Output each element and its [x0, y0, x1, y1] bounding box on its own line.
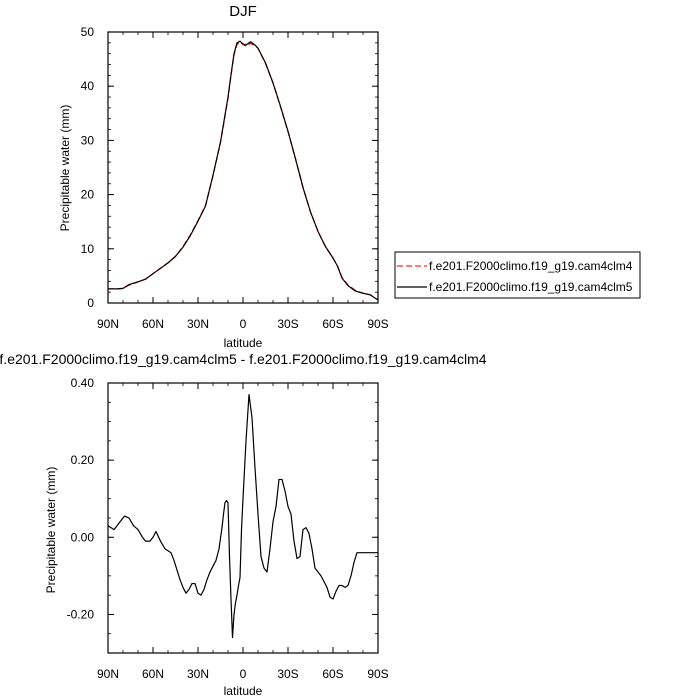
top-y-tick-label: 40 [81, 79, 95, 93]
top-x-tick-label: 60S [322, 317, 343, 331]
top-plot-frame [107, 31, 379, 304]
bottom-y-axis-label: Precipitable water (mm) [44, 467, 58, 594]
bottom-y-tick-label: 0.00 [71, 530, 95, 544]
bottom-plot-area [107, 393, 378, 639]
top-y-axis-label: Precipitable water (mm) [58, 105, 72, 232]
top-series-line-0 [108, 41, 379, 301]
top-y-tick-label: 50 [81, 25, 95, 39]
bottom-x-tick-label: 90N [97, 667, 119, 681]
top-y-tick-label: 20 [81, 188, 95, 202]
bottom-axes: 90N 60N 30N 0 30S 60S 90S -0.20 0.00 0.20 0.40 [67, 376, 389, 681]
top-plot-area [108, 40, 379, 301]
top-x-tick-label: 90N [97, 317, 119, 331]
top-y-tick-label: 30 [81, 133, 95, 147]
top-chart-title: DJF [229, 3, 257, 20]
top-axes: 90N 60N 30N 0 30S 60S 90S 0 10 20 30 40 50 [81, 25, 389, 331]
bottom-y-tick-label: 0.20 [71, 453, 95, 467]
top-x-axis-label: latitude [224, 336, 263, 350]
bottom-x-tick-label: 60S [322, 667, 343, 681]
climatology-panel: DJF 90N 60N 30N 0 30S 60S 90S 0 10 20 30 40 50 latit… [58, 3, 389, 350]
top-x-tick-label: 90S [367, 317, 388, 331]
difference-panel: f.e201.F2000climo.f19_g19.cam4clm5 - f.e… [0, 351, 487, 698]
bottom-x-tick-label: 30S [277, 667, 298, 681]
bottom-plot-frame [107, 382, 379, 654]
top-y-tick-label: 10 [81, 242, 95, 256]
legend-label-clm4: f.e201.F2000climo.f19_g19.cam4clm4 [429, 259, 633, 273]
bottom-x-tick-label: 60N [142, 667, 164, 681]
top-y-tick-label: 0 [87, 296, 94, 310]
top-x-tick-label: 0 [240, 317, 247, 331]
top-x-tick-label: 60N [142, 317, 164, 331]
legend-box [394, 251, 641, 299]
bottom-x-tick-label: 0 [240, 667, 247, 681]
top-x-tick-label: 30N [187, 317, 209, 331]
top-x-tick-label: 30S [277, 317, 298, 331]
bottom-x-tick-label: 90S [367, 667, 388, 681]
bottom-chart-title: f.e201.F2000climo.f19_g19.cam4clm5 - f.e… [0, 351, 487, 367]
bottom-y-tick-label: 0.40 [71, 376, 95, 390]
top-series-line-1 [108, 40, 379, 301]
legend: f.e201.F2000climo.f19_g19.cam4clm4 f.e20… [394, 251, 641, 299]
bottom-y-tick-label: -0.20 [67, 607, 95, 621]
bottom-series-line-0 [107, 393, 378, 639]
bottom-x-axis-label: latitude [224, 684, 263, 698]
legend-label-clm5: f.e201.F2000climo.f19_g19.cam4clm5 [429, 280, 633, 294]
bottom-x-tick-label: 30N [187, 667, 209, 681]
